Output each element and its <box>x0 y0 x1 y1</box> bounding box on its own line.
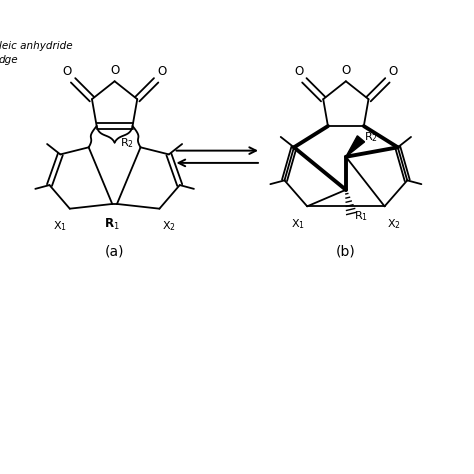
Text: X$_1$: X$_1$ <box>291 217 305 230</box>
Text: O: O <box>389 65 398 78</box>
Text: dge: dge <box>0 55 18 65</box>
Text: O: O <box>294 65 303 78</box>
Text: R$_2$: R$_2$ <box>120 137 134 150</box>
Text: R$_1$: R$_1$ <box>355 209 368 223</box>
Text: X$_2$: X$_2$ <box>162 219 176 233</box>
Text: (a): (a) <box>105 244 124 258</box>
Text: O: O <box>110 64 119 77</box>
Text: O: O <box>63 65 72 78</box>
Text: R$_2$: R$_2$ <box>364 130 378 144</box>
Text: X$_2$: X$_2$ <box>387 217 401 230</box>
Text: (b): (b) <box>336 244 356 258</box>
Text: R$_1$: R$_1$ <box>104 217 120 232</box>
Text: O: O <box>341 64 350 77</box>
Text: leic anhydride: leic anhydride <box>0 41 73 51</box>
Text: O: O <box>157 65 166 78</box>
Polygon shape <box>346 136 365 157</box>
Text: X$_1$: X$_1$ <box>54 219 67 233</box>
